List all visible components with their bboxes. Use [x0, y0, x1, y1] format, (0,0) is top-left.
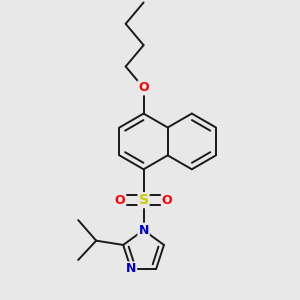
Text: N: N: [126, 262, 136, 275]
Text: O: O: [162, 194, 172, 207]
Text: O: O: [138, 81, 149, 94]
Text: O: O: [115, 194, 125, 207]
Text: S: S: [139, 193, 148, 207]
Text: N: N: [138, 224, 149, 237]
